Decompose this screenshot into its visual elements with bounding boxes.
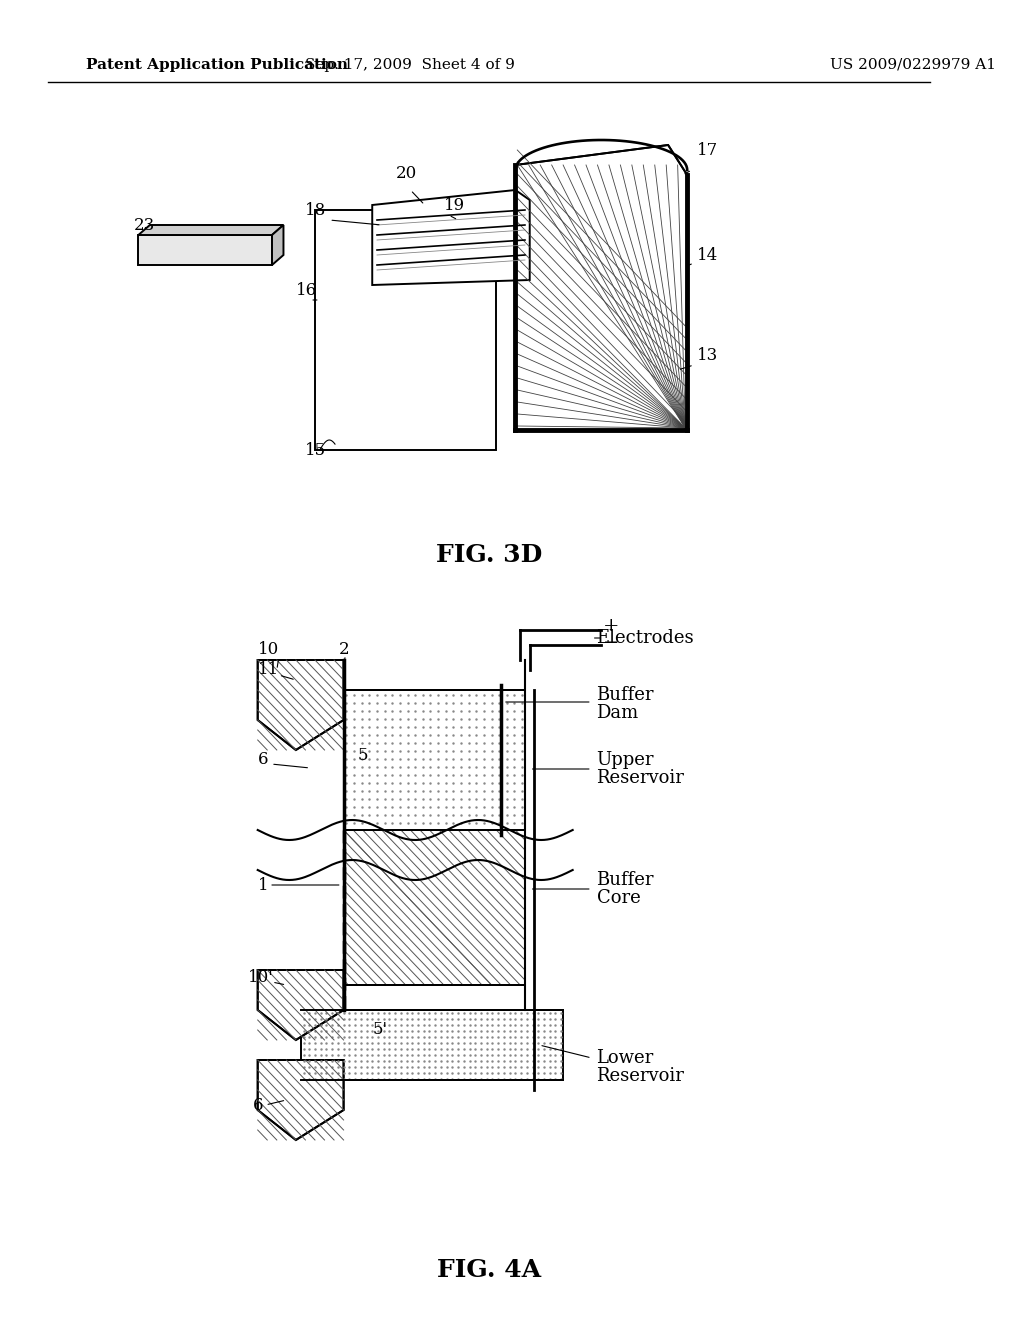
Text: Reservoir: Reservoir bbox=[597, 1067, 684, 1085]
Text: 11: 11 bbox=[258, 661, 279, 678]
Text: 5: 5 bbox=[358, 747, 369, 763]
Text: 6: 6 bbox=[253, 1097, 263, 1114]
Text: Dam: Dam bbox=[597, 704, 639, 722]
Text: 6: 6 bbox=[258, 751, 268, 768]
Polygon shape bbox=[258, 1060, 344, 1140]
Text: Electrodes: Electrodes bbox=[597, 630, 694, 647]
Polygon shape bbox=[138, 224, 284, 235]
Polygon shape bbox=[515, 145, 687, 430]
Polygon shape bbox=[258, 970, 344, 1040]
Text: −: − bbox=[603, 634, 620, 652]
Text: Lower: Lower bbox=[597, 1049, 653, 1067]
Text: Core: Core bbox=[597, 888, 640, 907]
Text: 13: 13 bbox=[696, 347, 718, 364]
Polygon shape bbox=[138, 235, 272, 265]
Text: 10: 10 bbox=[258, 642, 279, 659]
Text: 19: 19 bbox=[443, 197, 465, 214]
Text: Upper: Upper bbox=[597, 751, 654, 770]
Bar bbox=[344, 830, 525, 985]
Text: Patent Application Publication: Patent Application Publication bbox=[86, 58, 348, 73]
Text: 14: 14 bbox=[696, 247, 718, 264]
Text: US 2009/0229979 A1: US 2009/0229979 A1 bbox=[830, 58, 996, 73]
Text: 2: 2 bbox=[339, 642, 349, 659]
Bar bbox=[344, 690, 525, 830]
Polygon shape bbox=[373, 190, 529, 285]
Text: Buffer: Buffer bbox=[597, 871, 654, 888]
Text: 1: 1 bbox=[258, 876, 268, 894]
Text: 18: 18 bbox=[305, 202, 327, 219]
Text: FIG. 4A: FIG. 4A bbox=[436, 1258, 541, 1282]
Text: 17: 17 bbox=[696, 143, 718, 158]
Text: Sep. 17, 2009  Sheet 4 of 9: Sep. 17, 2009 Sheet 4 of 9 bbox=[305, 58, 515, 73]
Text: 20: 20 bbox=[396, 165, 418, 182]
Text: 15: 15 bbox=[305, 442, 327, 459]
Polygon shape bbox=[315, 210, 497, 450]
Polygon shape bbox=[272, 224, 284, 265]
Text: 10': 10' bbox=[248, 969, 273, 986]
Text: 5': 5' bbox=[373, 1022, 387, 1039]
Text: Buffer: Buffer bbox=[597, 686, 654, 704]
Polygon shape bbox=[258, 660, 344, 750]
Text: Reservoir: Reservoir bbox=[597, 770, 684, 787]
Bar bbox=[301, 1010, 563, 1080]
Text: 23: 23 bbox=[133, 216, 155, 234]
Text: 16: 16 bbox=[296, 282, 317, 300]
Text: FIG. 3D: FIG. 3D bbox=[435, 543, 542, 568]
Text: +: + bbox=[603, 616, 620, 635]
